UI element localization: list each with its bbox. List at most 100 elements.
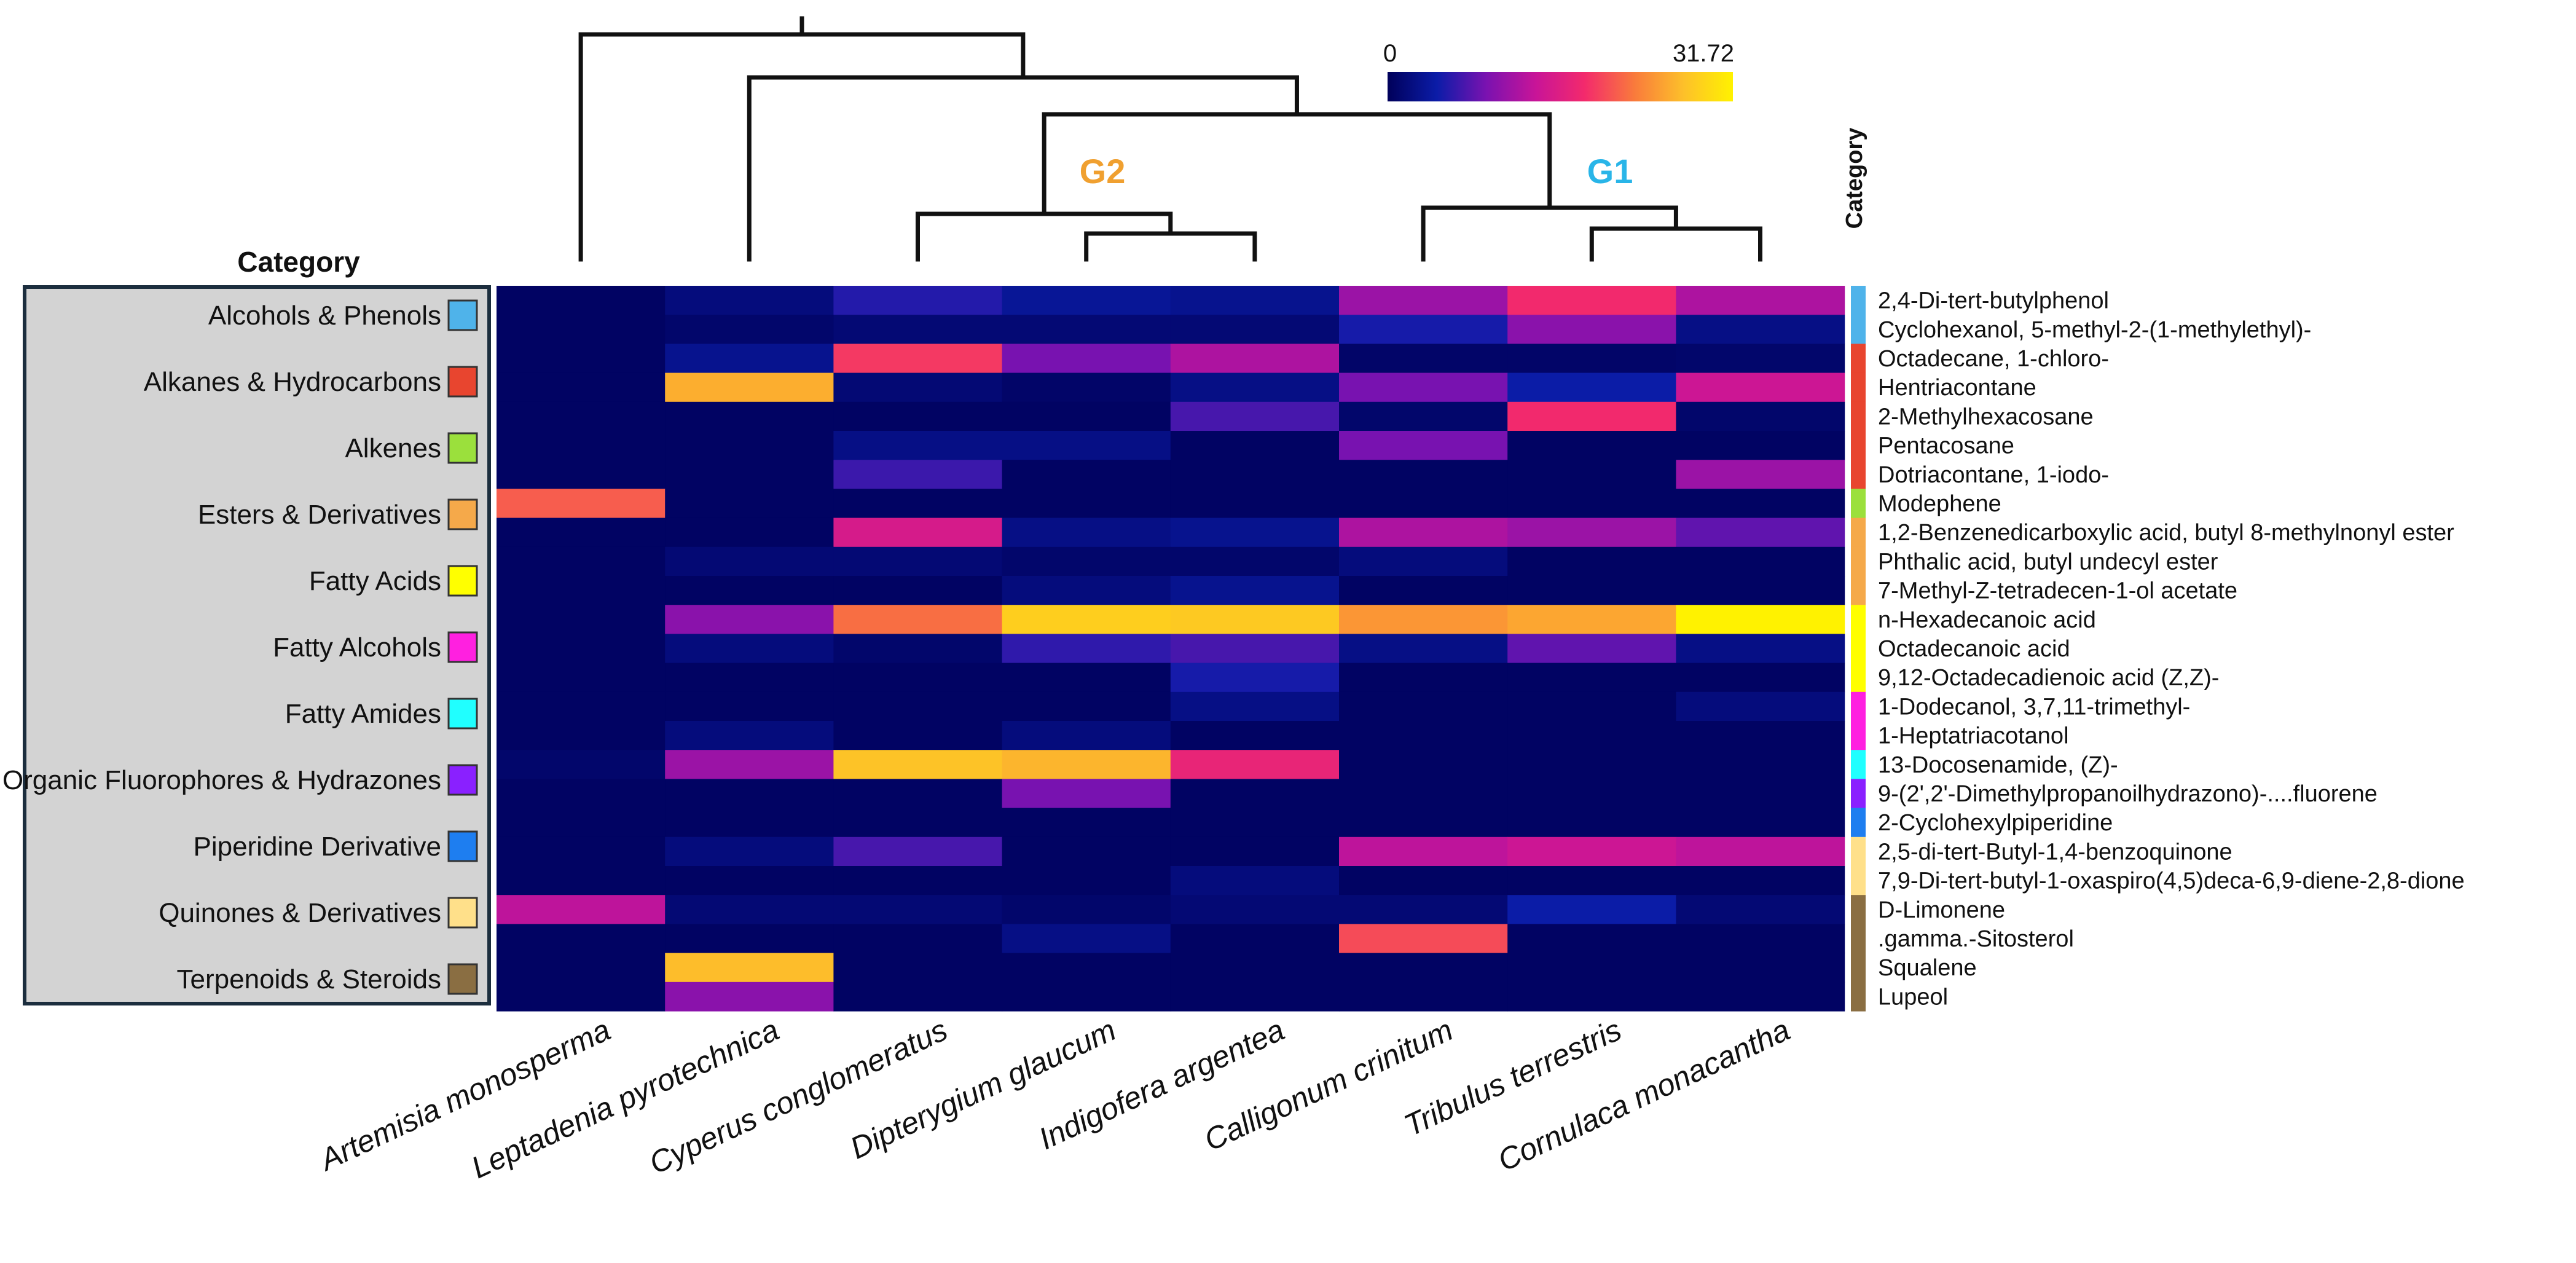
heatmap-cell xyxy=(833,750,1003,779)
column-label: Dipterygium glaucum xyxy=(845,1012,1121,1165)
row-label: Dotriacontane, 1-iodo- xyxy=(1878,462,2109,488)
heatmap-cell xyxy=(665,460,834,489)
heatmap-cell xyxy=(1676,286,1845,315)
heatmap-cell xyxy=(665,808,834,838)
heatmap-cell xyxy=(665,982,834,1012)
heatmap-cell xyxy=(1170,836,1340,867)
heatmap-cell xyxy=(497,808,666,838)
heatmap-cell xyxy=(1170,691,1340,722)
heatmap-cell xyxy=(833,982,1003,1012)
heatmap-cell xyxy=(1339,546,1508,576)
legend-swatch xyxy=(447,897,478,929)
heatmap-cell xyxy=(1339,750,1508,779)
heatmap-cell xyxy=(1170,953,1340,983)
heatmap-cell xyxy=(1002,460,1171,489)
heatmap-cell xyxy=(833,431,1003,460)
heatmap-cell xyxy=(497,691,666,722)
heatmap-cell xyxy=(1002,517,1171,548)
heatmap-cell xyxy=(665,372,834,403)
side-category-label: Category xyxy=(1842,128,1867,229)
row-label: D-Limonene xyxy=(1878,897,2005,923)
heatmap-cell xyxy=(1339,924,1508,954)
heatmap-cell xyxy=(497,836,666,867)
row-label: Modephene xyxy=(1878,491,2001,517)
heatmap-cell xyxy=(1170,866,1340,895)
row-category-swatch xyxy=(1851,576,1866,605)
heatmap-cell xyxy=(1676,924,1845,954)
legend-swatch xyxy=(447,764,478,796)
heatmap-cell xyxy=(1676,489,1845,519)
row-category-swatch xyxy=(1851,372,1866,403)
heatmap-cell xyxy=(1507,691,1676,722)
heatmap-cell xyxy=(1676,663,1845,693)
legend-swatch xyxy=(447,698,478,730)
row-label: Octadecane, 1-chloro- xyxy=(1878,346,2109,372)
legend-label: Organic Fluorophores & Hydrazones xyxy=(2,765,441,795)
heatmap-cell xyxy=(1676,779,1845,809)
heatmap-cell xyxy=(1170,401,1340,431)
heatmap-cell xyxy=(665,953,834,983)
heatmap-cell xyxy=(497,605,666,634)
heatmap-cell xyxy=(833,517,1003,548)
heatmap-cell xyxy=(497,866,666,895)
heatmap-cell xyxy=(833,344,1003,374)
heatmap-cell xyxy=(1002,721,1171,750)
heatmap-cell xyxy=(1507,721,1676,750)
heatmap-cell xyxy=(833,489,1003,519)
heatmap-cell xyxy=(1507,431,1676,460)
heatmap-cell xyxy=(1339,372,1508,403)
heatmap-cell xyxy=(833,924,1003,954)
row-label: 1-Dodecanol, 3,7,11-trimethyl- xyxy=(1878,694,2190,720)
legend-label: Terpenoids & Steroids xyxy=(177,964,441,994)
heatmap-cell xyxy=(1339,634,1508,664)
row-category-swatch xyxy=(1851,605,1866,634)
heatmap-cell xyxy=(1676,953,1845,983)
legend-swatch xyxy=(447,963,478,995)
row-category-swatch xyxy=(1851,431,1866,460)
row-label: 7,9-Di-tert-butyl-1-oxaspiro(4,5)deca-6,… xyxy=(1878,868,2465,894)
heatmap-cell xyxy=(1002,836,1171,867)
heatmap-cell xyxy=(665,489,834,519)
heatmap-cell xyxy=(1507,750,1676,779)
row-label: n-Hexadecanoic acid xyxy=(1878,607,2096,633)
heatmap-cell xyxy=(497,286,666,315)
dendrogram-link xyxy=(1589,226,1762,262)
row-labels: 2,4-Di-tert-butylphenol Cyclohexanol, 5-m… xyxy=(1878,288,2465,1010)
heatmap-cell xyxy=(1676,866,1845,895)
heatmap-cell xyxy=(833,460,1003,489)
legend-label: Alcohols & Phenols xyxy=(208,301,441,331)
heatmap-cell xyxy=(665,721,834,750)
heatmap-cell xyxy=(833,286,1003,315)
heatmap-cell xyxy=(665,750,834,779)
heatmap-cell xyxy=(1507,924,1676,954)
legend-swatch xyxy=(447,565,478,597)
heatmap-cell xyxy=(1507,286,1676,315)
heatmap-cell xyxy=(1507,546,1676,576)
heatmap-cell xyxy=(1002,982,1171,1012)
heatmap-cell xyxy=(497,953,666,983)
row-category-swatch xyxy=(1851,953,1866,983)
dendrogram-link xyxy=(1084,231,1257,262)
row-category-swatch xyxy=(1851,663,1866,693)
heatmap-cell xyxy=(1339,982,1508,1012)
heatmap-cell xyxy=(1002,663,1171,693)
heatmap-cell xyxy=(1507,344,1676,374)
row-category-swatch xyxy=(1851,924,1866,954)
heatmap-cell xyxy=(1507,634,1676,664)
heatmap-cell xyxy=(497,401,666,431)
heatmap-cell xyxy=(1507,401,1676,431)
heatmap-cell xyxy=(1676,750,1845,779)
heatmap-cell xyxy=(833,779,1003,809)
legend-swatch xyxy=(447,498,478,530)
group-label: G2 xyxy=(1080,152,1126,191)
heatmap-cell xyxy=(1339,517,1508,548)
row-label: 2-Cyclohexylpiperidine xyxy=(1878,810,2113,836)
heatmap-cell xyxy=(1676,576,1845,605)
heatmap-cell xyxy=(833,721,1003,750)
heatmap-cell xyxy=(1002,953,1171,983)
heatmap-cell xyxy=(1507,460,1676,489)
heatmap-cell xyxy=(497,315,666,344)
row-category-swatch xyxy=(1851,982,1866,1012)
heatmap-cell xyxy=(497,344,666,374)
